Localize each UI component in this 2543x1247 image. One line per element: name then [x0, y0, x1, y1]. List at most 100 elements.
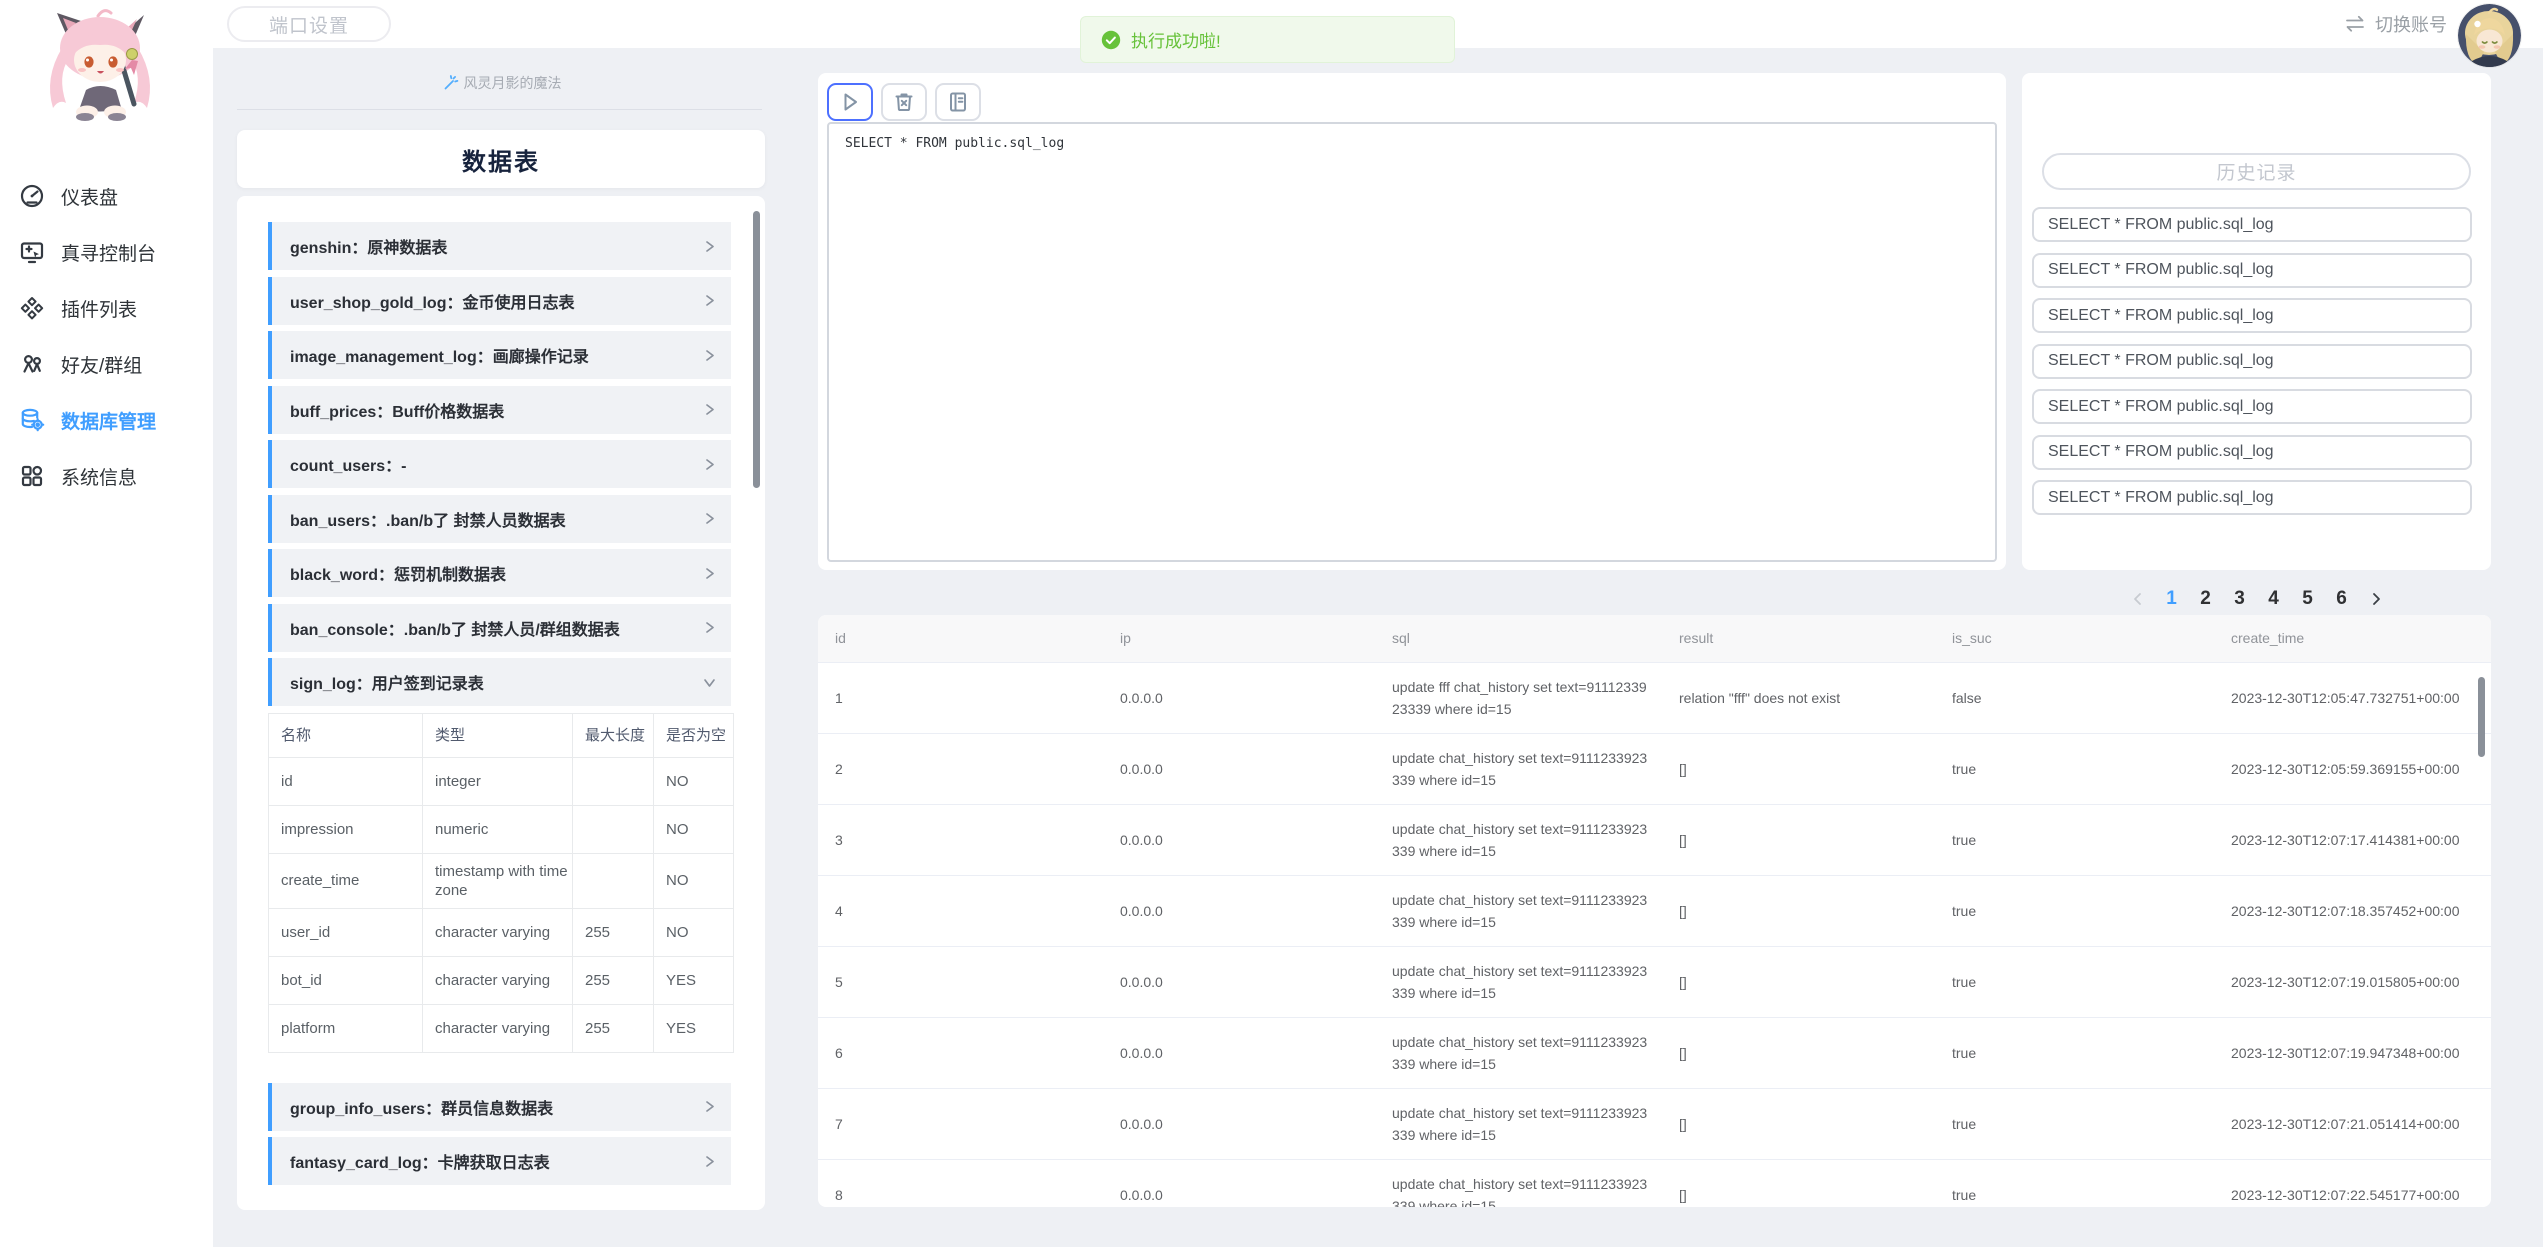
- sidebar: 仪表盘 真寻控制台 插件列表: [0, 0, 213, 1247]
- sidebar-item-friends-groups[interactable]: 好友/群组: [0, 336, 213, 392]
- sidebar-item-label: 真寻控制台: [61, 243, 157, 265]
- run-query-button[interactable]: [827, 83, 873, 121]
- gauge-icon: [18, 183, 46, 209]
- sql-input[interactable]: SELECT * FROM public.sql_log: [827, 122, 1997, 562]
- switch-account-label: 切换账号: [2375, 15, 2447, 35]
- results-scrollbar[interactable]: [2478, 677, 2485, 757]
- results-col-result: result: [1662, 615, 1935, 663]
- schema-cell-nullable: YES: [653, 1003, 734, 1053]
- copy-query-button[interactable]: [935, 83, 981, 121]
- cell-sql: update fff chat_history set text=9111233…: [1375, 662, 1662, 734]
- cell-ip: 0.0.0.0: [1103, 875, 1375, 947]
- schema-col-nullable: 是否为空: [653, 712, 734, 758]
- tables-list-scrollbar[interactable]: [753, 211, 760, 488]
- history-item[interactable]: SELECT * FROM public.sql_log: [2032, 434, 2472, 470]
- success-toast: 执行成功啦!: [1080, 16, 1455, 63]
- page-number[interactable]: 6: [2336, 588, 2347, 609]
- toast-message: 执行成功啦!: [1131, 32, 1221, 51]
- check-circle-icon: [1101, 30, 1121, 50]
- history-item[interactable]: SELECT * FROM public.sql_log: [2032, 480, 2472, 515]
- sidebar-menu: 仪表盘 真寻控制台 插件列表: [0, 168, 213, 504]
- cell-sql: update chat_history set text=91112339233…: [1375, 875, 1662, 947]
- results-col-is-suc: is_suc: [1935, 615, 2214, 663]
- table-item-label: group_info_users：群员信息数据表: [290, 1100, 554, 1118]
- table-schema: 名称 类型 最大长度 是否为空 id integer NO: [268, 712, 734, 1053]
- table-item[interactable]: ban_console：.ban/b了 封禁人员/群组数据表: [268, 603, 731, 652]
- table-item-label: ban_users：.ban/b了 封禁人员数据表: [290, 512, 566, 530]
- table-item[interactable]: image_management_log：画廊操作记录: [268, 331, 731, 379]
- table-item[interactable]: group_info_users：群员信息数据表: [268, 1082, 731, 1131]
- schema-cell-maxlen: [572, 756, 654, 806]
- table-item-label: ban_console：.ban/b了 封禁人员/群组数据表: [290, 621, 620, 639]
- table-item-label: genshin：原神数据表: [290, 240, 448, 257]
- cell-sql: update chat_history set text=91112339233…: [1375, 1017, 1662, 1089]
- next-page-icon[interactable]: [2362, 585, 2390, 613]
- swap-arrows-icon: [2343, 12, 2367, 36]
- page-number[interactable]: 1: [2166, 588, 2177, 609]
- sidebar-item-dashboard[interactable]: 仪表盘: [0, 168, 213, 224]
- table-item[interactable]: genshin：原神数据表: [268, 222, 731, 270]
- sidebar-item-plugins[interactable]: 插件列表: [0, 280, 213, 336]
- schema-cell-name: bot_id: [268, 955, 423, 1005]
- table-item[interactable]: count_users：-: [268, 440, 731, 488]
- page-number[interactable]: 3: [2234, 588, 2245, 609]
- cell-result: []: [1662, 875, 1935, 947]
- results-header-row: id ip sql result is_suc create_time: [818, 615, 2491, 663]
- port-settings-button[interactable]: 端口设置: [227, 6, 391, 42]
- schema-cell-maxlen: 255: [572, 907, 654, 957]
- chevron-right-icon: [702, 239, 717, 254]
- table-item[interactable]: sign_log：用户签到记录表: [268, 658, 731, 706]
- app-logo-chibi: [28, 6, 178, 138]
- table-item[interactable]: ban_users：.ban/b了 封禁人员数据表: [268, 494, 731, 543]
- schema-header-row: 名称 类型 最大长度 是否为空: [268, 712, 734, 758]
- history-item[interactable]: SELECT * FROM public.sql_log: [2032, 343, 2472, 379]
- schema-cell-type: numeric: [422, 804, 573, 854]
- schema-row: create_time timestamp with time zone NO: [268, 852, 734, 909]
- sidebar-item-database[interactable]: 数据库管理: [0, 392, 213, 448]
- table-item[interactable]: black_word：惩罚机制数据表: [268, 549, 731, 597]
- history-item[interactable]: SELECT * FROM public.sql_log: [2032, 207, 2472, 242]
- cell-create-time: 2023-12-30T12:07:21.051414+00:00: [2214, 1088, 2491, 1160]
- cell-is-suc: false: [1935, 662, 2214, 734]
- table-item[interactable]: fantasy_card_log：卡牌获取日志表: [268, 1137, 731, 1185]
- page-number[interactable]: 2: [2200, 588, 2211, 609]
- sidebar-item-console[interactable]: 真寻控制台: [0, 224, 213, 280]
- cell-ip: 0.0.0.0: [1103, 1159, 1375, 1207]
- switch-account-button[interactable]: 切换账号: [2343, 0, 2447, 48]
- user-avatar[interactable]: [2458, 4, 2521, 67]
- schema-row: user_id character varying 255 NO: [268, 907, 734, 957]
- table-item[interactable]: buff_prices：Buff价格数据表: [268, 385, 731, 434]
- schema-cell-name: id: [268, 756, 423, 806]
- cell-id: 7: [818, 1088, 1103, 1160]
- table-item[interactable]: user_shop_gold_log：金币使用日志表: [268, 276, 731, 325]
- schema-row: id integer NO: [268, 756, 734, 806]
- clear-query-button[interactable]: [881, 83, 927, 121]
- history-item[interactable]: SELECT * FROM public.sql_log: [2032, 252, 2472, 288]
- history-item[interactable]: SELECT * FROM public.sql_log: [2032, 298, 2472, 333]
- prev-page-icon[interactable]: [2124, 585, 2152, 613]
- tables-list: genshin：原神数据表 user_shop_gold_log：金币使用日志表: [237, 196, 765, 1185]
- cell-create-time: 2023-12-30T12:07:19.947348+00:00: [2214, 1017, 2491, 1089]
- console-icon: [18, 239, 46, 265]
- cell-create-time: 2023-12-30T12:07:17.414381+00:00: [2214, 804, 2491, 876]
- cell-create-time: 2023-12-30T12:07:22.545177+00:00: [2214, 1159, 2491, 1207]
- schema-col-type: 类型: [422, 712, 573, 758]
- page-number[interactable]: 4: [2268, 588, 2279, 609]
- sql-editor-panel: SELECT * FROM public.sql_log: [818, 73, 2006, 570]
- page-number[interactable]: 5: [2302, 588, 2313, 609]
- cell-sql: update chat_history set text=91112339233…: [1375, 733, 1662, 805]
- results-panel: id ip sql result is_suc create_time 1 0.…: [818, 615, 2491, 1207]
- history-item[interactable]: SELECT * FROM public.sql_log: [2032, 389, 2472, 424]
- schema-cell-nullable: NO: [653, 804, 734, 854]
- schema-cell-type: timestamp with time zone: [422, 852, 573, 909]
- history-pagination: 1 2 3 4 5 6: [2022, 579, 2491, 619]
- panel-watermark: 风灵月影的魔法: [237, 66, 765, 100]
- magic-wand-icon: [441, 74, 459, 92]
- clear-icon: [892, 90, 916, 114]
- results-col-sql: sql: [1375, 615, 1662, 663]
- schema-cell-nullable: NO: [653, 852, 734, 909]
- chevron-right-icon: [702, 457, 717, 472]
- cell-id: 4: [818, 875, 1103, 947]
- cell-id: 1: [818, 662, 1103, 734]
- sidebar-item-system-info[interactable]: 系统信息: [0, 448, 213, 504]
